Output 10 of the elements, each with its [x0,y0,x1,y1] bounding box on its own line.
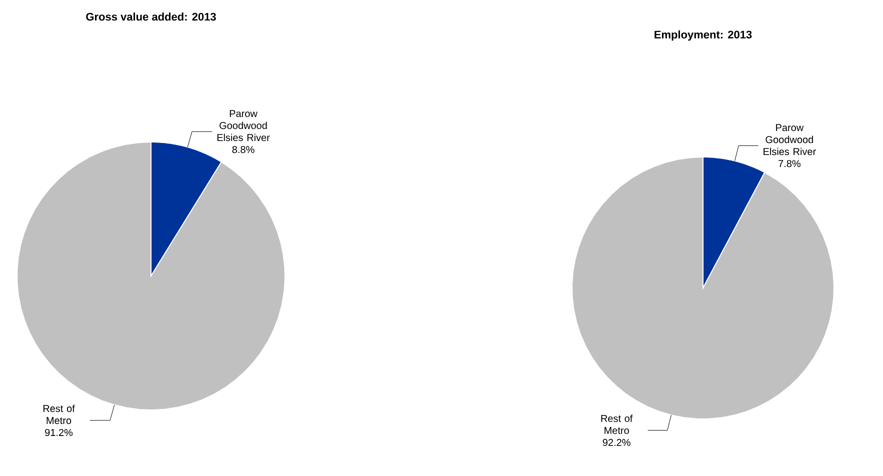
chart-title: Employment: 2013 [654,30,752,41]
slice-label: Rest of Metro [601,414,633,434]
slice-label: Parow Goodwood Elsies River [217,110,270,142]
chart-title: Gross value added: 2013 [86,12,216,21]
slice-label: Parow Goodwood Elsies River [764,124,816,156]
data-label: 92.2% [602,438,630,446]
data-label: 91.2% [45,428,73,436]
data-label: 8.8% [232,146,254,154]
data-label: 7.8% [778,160,800,168]
slice-label: Rest of Metro [43,404,75,424]
